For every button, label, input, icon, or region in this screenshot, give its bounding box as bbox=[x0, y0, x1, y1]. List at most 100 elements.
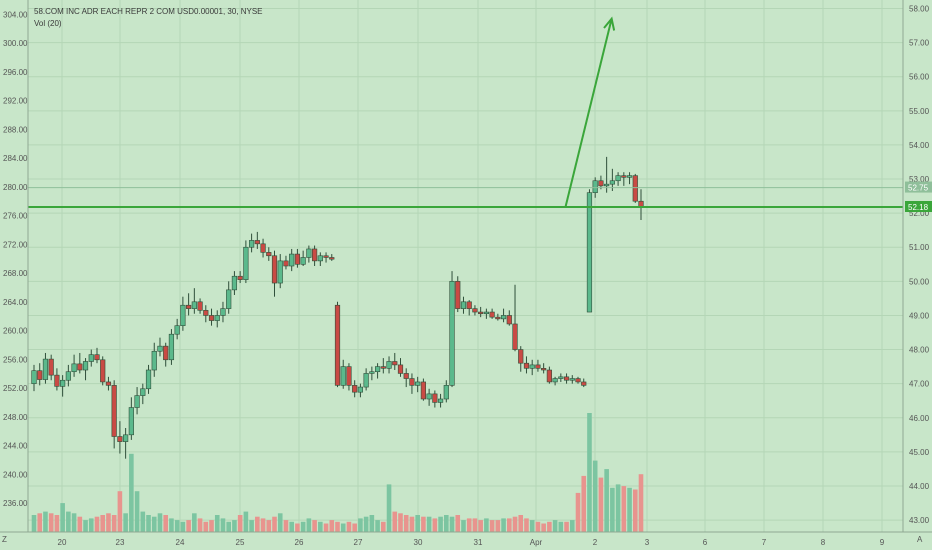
time-axis-tick-label: 31 bbox=[474, 538, 483, 547]
volume-bar bbox=[192, 513, 197, 532]
left-axis-tick-label: 244.00 bbox=[3, 442, 28, 451]
level-price-tag-text: 52.18 bbox=[908, 203, 929, 212]
time-axis-tick-label: 26 bbox=[295, 538, 304, 547]
corner-right-label[interactable]: A bbox=[917, 535, 923, 544]
right-axis-tick-label: 54.00 bbox=[909, 141, 930, 150]
volume-bar bbox=[100, 515, 106, 532]
candle-down bbox=[478, 311, 484, 315]
candle-up bbox=[363, 373, 369, 388]
left-axis-tick-label: 236.00 bbox=[3, 499, 28, 508]
candle-up bbox=[88, 354, 94, 362]
left-axis-tick-label: 292.00 bbox=[3, 97, 28, 106]
volume-bar bbox=[249, 520, 254, 532]
left-axis-tick-label: 256.00 bbox=[3, 355, 28, 364]
candle-up bbox=[369, 371, 375, 374]
candlestick-series bbox=[31, 156, 644, 459]
candle-down bbox=[403, 373, 409, 379]
candle-down bbox=[621, 175, 627, 178]
candle-down bbox=[575, 378, 581, 383]
candle-up bbox=[592, 180, 598, 193]
volume-bar bbox=[409, 516, 415, 532]
candle-up bbox=[483, 311, 489, 315]
volume-bar bbox=[163, 515, 169, 532]
candle-down bbox=[334, 304, 341, 386]
candle-up bbox=[500, 315, 507, 320]
volume-bar bbox=[512, 516, 518, 532]
volume-bar bbox=[587, 413, 592, 532]
volume-bar bbox=[255, 516, 260, 532]
candle-up bbox=[191, 301, 197, 309]
left-axis-tick-label: 260.00 bbox=[3, 327, 28, 336]
volume-bar bbox=[283, 520, 289, 532]
volume-bar bbox=[455, 515, 461, 532]
candle-down bbox=[111, 385, 117, 437]
volume-bar bbox=[214, 515, 220, 532]
left-price-axis[interactable]: 236.00 240.00 244.00 248.00 252.00 256.00 260.… bbox=[3, 0, 29, 532]
right-axis-tick-label: 53.00 bbox=[909, 175, 930, 184]
volume-bar bbox=[37, 513, 43, 532]
trend-arrow-line[interactable] bbox=[564, 18, 613, 208]
candle-down bbox=[186, 304, 192, 309]
trend-arrow-head[interactable] bbox=[603, 16, 616, 31]
volume-bar bbox=[444, 515, 449, 532]
right-axis-tick-label: 52.00 bbox=[909, 209, 930, 218]
candle-up bbox=[558, 376, 564, 379]
candle-up bbox=[134, 395, 140, 408]
volume-bar bbox=[346, 521, 352, 532]
left-axis-tick-label: 300.00 bbox=[3, 39, 28, 48]
volume-bar bbox=[478, 520, 483, 532]
volume-bar bbox=[323, 523, 329, 532]
candle-down bbox=[117, 436, 123, 442]
volume-bar bbox=[426, 516, 432, 532]
candle-up bbox=[586, 192, 593, 313]
volume-bar bbox=[575, 492, 581, 532]
time-axis-tick-label: 20 bbox=[58, 538, 67, 547]
volume-bar bbox=[197, 518, 203, 532]
left-axis-tick-label: 240.00 bbox=[3, 470, 28, 479]
candle-down bbox=[518, 349, 524, 364]
time-axis[interactable]: 20 23 24 25 26 27 30 31 Apr 2 3 6 7 8 9 bbox=[0, 531, 932, 547]
candle-up bbox=[277, 260, 283, 284]
volume-indicator-label[interactable]: Vol (20) bbox=[34, 19, 62, 28]
candle-down bbox=[271, 255, 278, 284]
volume-bar bbox=[495, 520, 501, 532]
volume-bar bbox=[398, 513, 403, 532]
right-axis-tick-label: 50.00 bbox=[909, 277, 930, 286]
chart-legend: 58.COM INC ADR EACH REPR 2 COM USD0.0000… bbox=[34, 6, 263, 30]
right-price-axis[interactable]: 43.00 44.00 45.00 46.00 47.00 48.00 49.00 50.00… bbox=[902, 0, 932, 532]
candle-up bbox=[289, 253, 295, 267]
candle-down bbox=[283, 260, 289, 267]
volume-bar bbox=[569, 520, 575, 532]
right-axis-tick-label: 49.00 bbox=[909, 311, 930, 320]
volume-bar bbox=[461, 520, 466, 532]
candle-up bbox=[443, 385, 449, 400]
volume-bar bbox=[335, 521, 340, 532]
volume-bar bbox=[209, 520, 214, 532]
volume-bar bbox=[375, 520, 380, 532]
candle-up bbox=[552, 378, 558, 383]
candle-down bbox=[506, 315, 512, 325]
volume-bar bbox=[266, 520, 272, 532]
time-axis-tick-label: 25 bbox=[236, 538, 245, 547]
candle-down bbox=[380, 366, 386, 369]
symbol-title[interactable]: 58.COM INC ADR EACH REPR 2 COM USD0.0000… bbox=[34, 7, 263, 16]
volume-bar bbox=[232, 520, 237, 532]
volume-bar bbox=[157, 513, 163, 532]
volume-bar bbox=[180, 521, 186, 532]
candle-down bbox=[105, 381, 112, 386]
left-axis-tick-label: 264.00 bbox=[3, 298, 28, 307]
volume-bar bbox=[352, 523, 357, 532]
volume-bar bbox=[71, 513, 77, 532]
volume-bar bbox=[381, 521, 386, 532]
candle-up bbox=[220, 308, 226, 316]
candle-up bbox=[168, 333, 175, 361]
volume-bar bbox=[392, 511, 398, 532]
candle-down bbox=[512, 323, 518, 350]
time-axis-tick-label: 9 bbox=[880, 538, 885, 547]
right-axis-tick-label: 58.00 bbox=[909, 5, 930, 14]
candle-up bbox=[426, 393, 432, 400]
drawing-layer[interactable] bbox=[28, 16, 903, 209]
candle-up bbox=[65, 371, 71, 381]
volume-bar bbox=[329, 520, 335, 532]
